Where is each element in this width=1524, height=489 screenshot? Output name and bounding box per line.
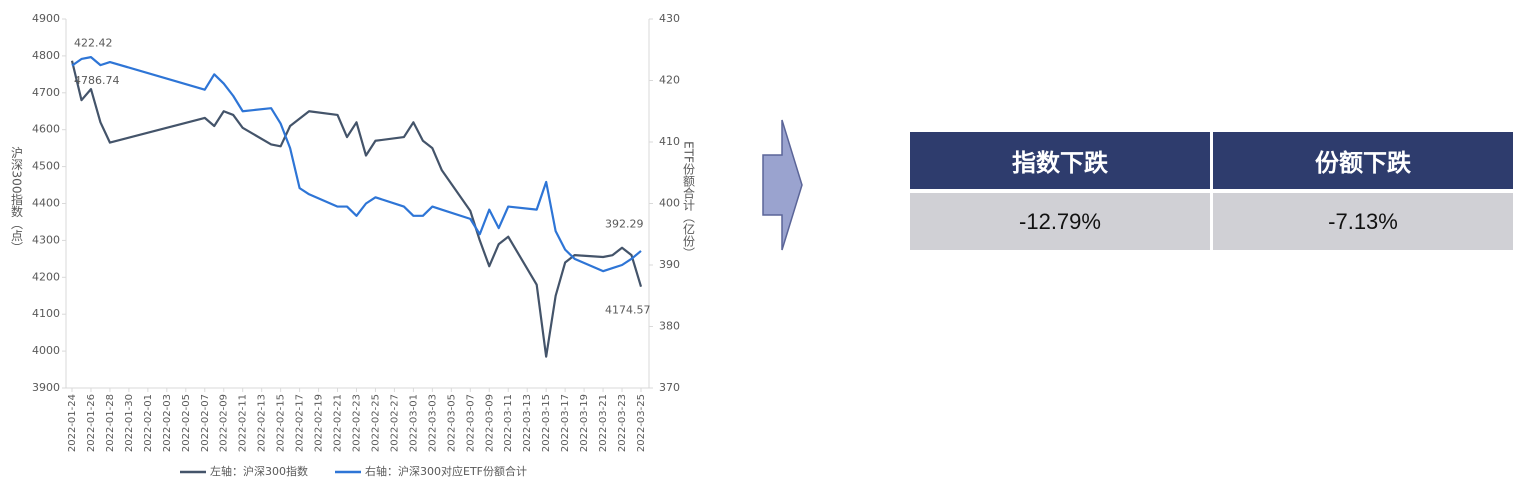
x-tick-label: 2022-03-07 — [465, 394, 476, 452]
y-tick-label: 4300 — [32, 233, 60, 246]
y-tick-label: 4700 — [32, 86, 60, 99]
y2-tick-label: 400 — [659, 197, 680, 210]
y2-tick-label: 380 — [659, 320, 680, 333]
x-tick-label: 2022-02-13 — [257, 394, 268, 452]
x-tick-label: 2022-02-03 — [162, 394, 173, 452]
x-tick-label: 2022-02-07 — [200, 394, 211, 452]
x-tick-label: 2022-03-03 — [427, 394, 438, 452]
result-table: 指数下跌 份额下跌 -12.79% -7.13% — [910, 132, 1513, 250]
x-tick-label: 2022-03-13 — [522, 394, 533, 452]
series-line — [70, 60, 643, 358]
x-tick-label: 2022-02-11 — [238, 394, 249, 452]
x-tick-label: 2022-03-09 — [484, 394, 495, 452]
y-tick-label: 4800 — [32, 49, 60, 62]
y2-tick-label: 430 — [659, 12, 680, 25]
x-tick-label: 2022-01-28 — [105, 394, 116, 452]
y-tick-label: 4200 — [32, 270, 60, 283]
y-tick-label: 4600 — [32, 123, 60, 136]
x-tick-label: 2022-03-23 — [617, 394, 628, 452]
x-tick-label: 2022-02-15 — [276, 394, 287, 452]
header-cell: 份额下跌 — [1210, 132, 1513, 189]
x-tick-label: 2022-03-19 — [579, 394, 590, 452]
data-label: 4786.74 — [74, 74, 120, 87]
x-tick-label: 2022-03-01 — [408, 394, 419, 452]
x-tick-label: 2022-01-24 — [67, 394, 78, 452]
y2-tick-label: 390 — [659, 258, 680, 271]
x-tick-label: 2022-03-21 — [598, 394, 609, 452]
x-tick-label: 2022-02-25 — [370, 394, 381, 452]
y2-tick-label: 370 — [659, 381, 680, 394]
y-tick-label: 4000 — [32, 344, 60, 357]
x-tick-label: 2022-03-15 — [541, 394, 552, 452]
y2-tick-label: 410 — [659, 135, 680, 148]
data-label: 4174.57 — [605, 304, 651, 317]
table-cell: -7.13% — [1210, 189, 1513, 250]
data-label: 422.42 — [74, 37, 113, 50]
arrow — [762, 119, 803, 251]
x-tick-label: 2022-02-23 — [352, 394, 363, 452]
x-tick-label: 2022-03-11 — [503, 394, 514, 452]
y-tick-label: 4500 — [32, 160, 60, 173]
y-tick-label: 4400 — [32, 197, 60, 210]
x-tick-label: 2022-02-27 — [389, 394, 400, 452]
y2-axis-title: ETF份额合计（亿份） — [682, 141, 696, 259]
arrow-shape — [762, 119, 803, 251]
x-tick-label: 2022-02-21 — [333, 394, 344, 452]
x-tick-label: 2022-02-01 — [143, 394, 154, 452]
table-cell: -12.79% — [910, 189, 1210, 250]
x-tick-label: 2022-02-17 — [295, 394, 306, 452]
legend-label: 左轴：沪深300指数 — [210, 464, 308, 478]
series-line — [71, 56, 642, 273]
header-cell: 指数下跌 — [910, 132, 1210, 189]
x-tick-label: 2022-03-25 — [636, 394, 647, 452]
y-tick-label: 4100 — [32, 307, 60, 320]
y-axis-title: 沪深300指数（点） — [10, 146, 24, 253]
data-label: 392.29 — [605, 218, 644, 231]
table-header: 指数下跌 份额下跌 — [910, 132, 1513, 189]
x-tick-label: 2022-02-09 — [219, 394, 230, 452]
x-tick-label: 2022-02-19 — [314, 394, 325, 452]
legend-label: 右轴：沪深300对应ETF份额合计 — [365, 464, 527, 478]
x-tick-label: 2022-02-05 — [181, 394, 192, 452]
x-tick-label: 2022-03-17 — [560, 394, 571, 452]
x-tick-label: 2022-01-30 — [124, 394, 135, 452]
table-row: -12.79% -7.13% — [910, 189, 1513, 250]
chart: 沪深300指数（点） ETF份额合计（亿份） 3900 4000 4100 4200 4… — [10, 12, 696, 478]
x-tick-label: 2022-03-05 — [446, 394, 457, 452]
y-tick-label: 4900 — [32, 12, 60, 25]
y-tick-label: 3900 — [32, 381, 60, 394]
y2-tick-label: 420 — [659, 74, 680, 87]
x-tick-label: 2022-01-26 — [86, 394, 97, 452]
